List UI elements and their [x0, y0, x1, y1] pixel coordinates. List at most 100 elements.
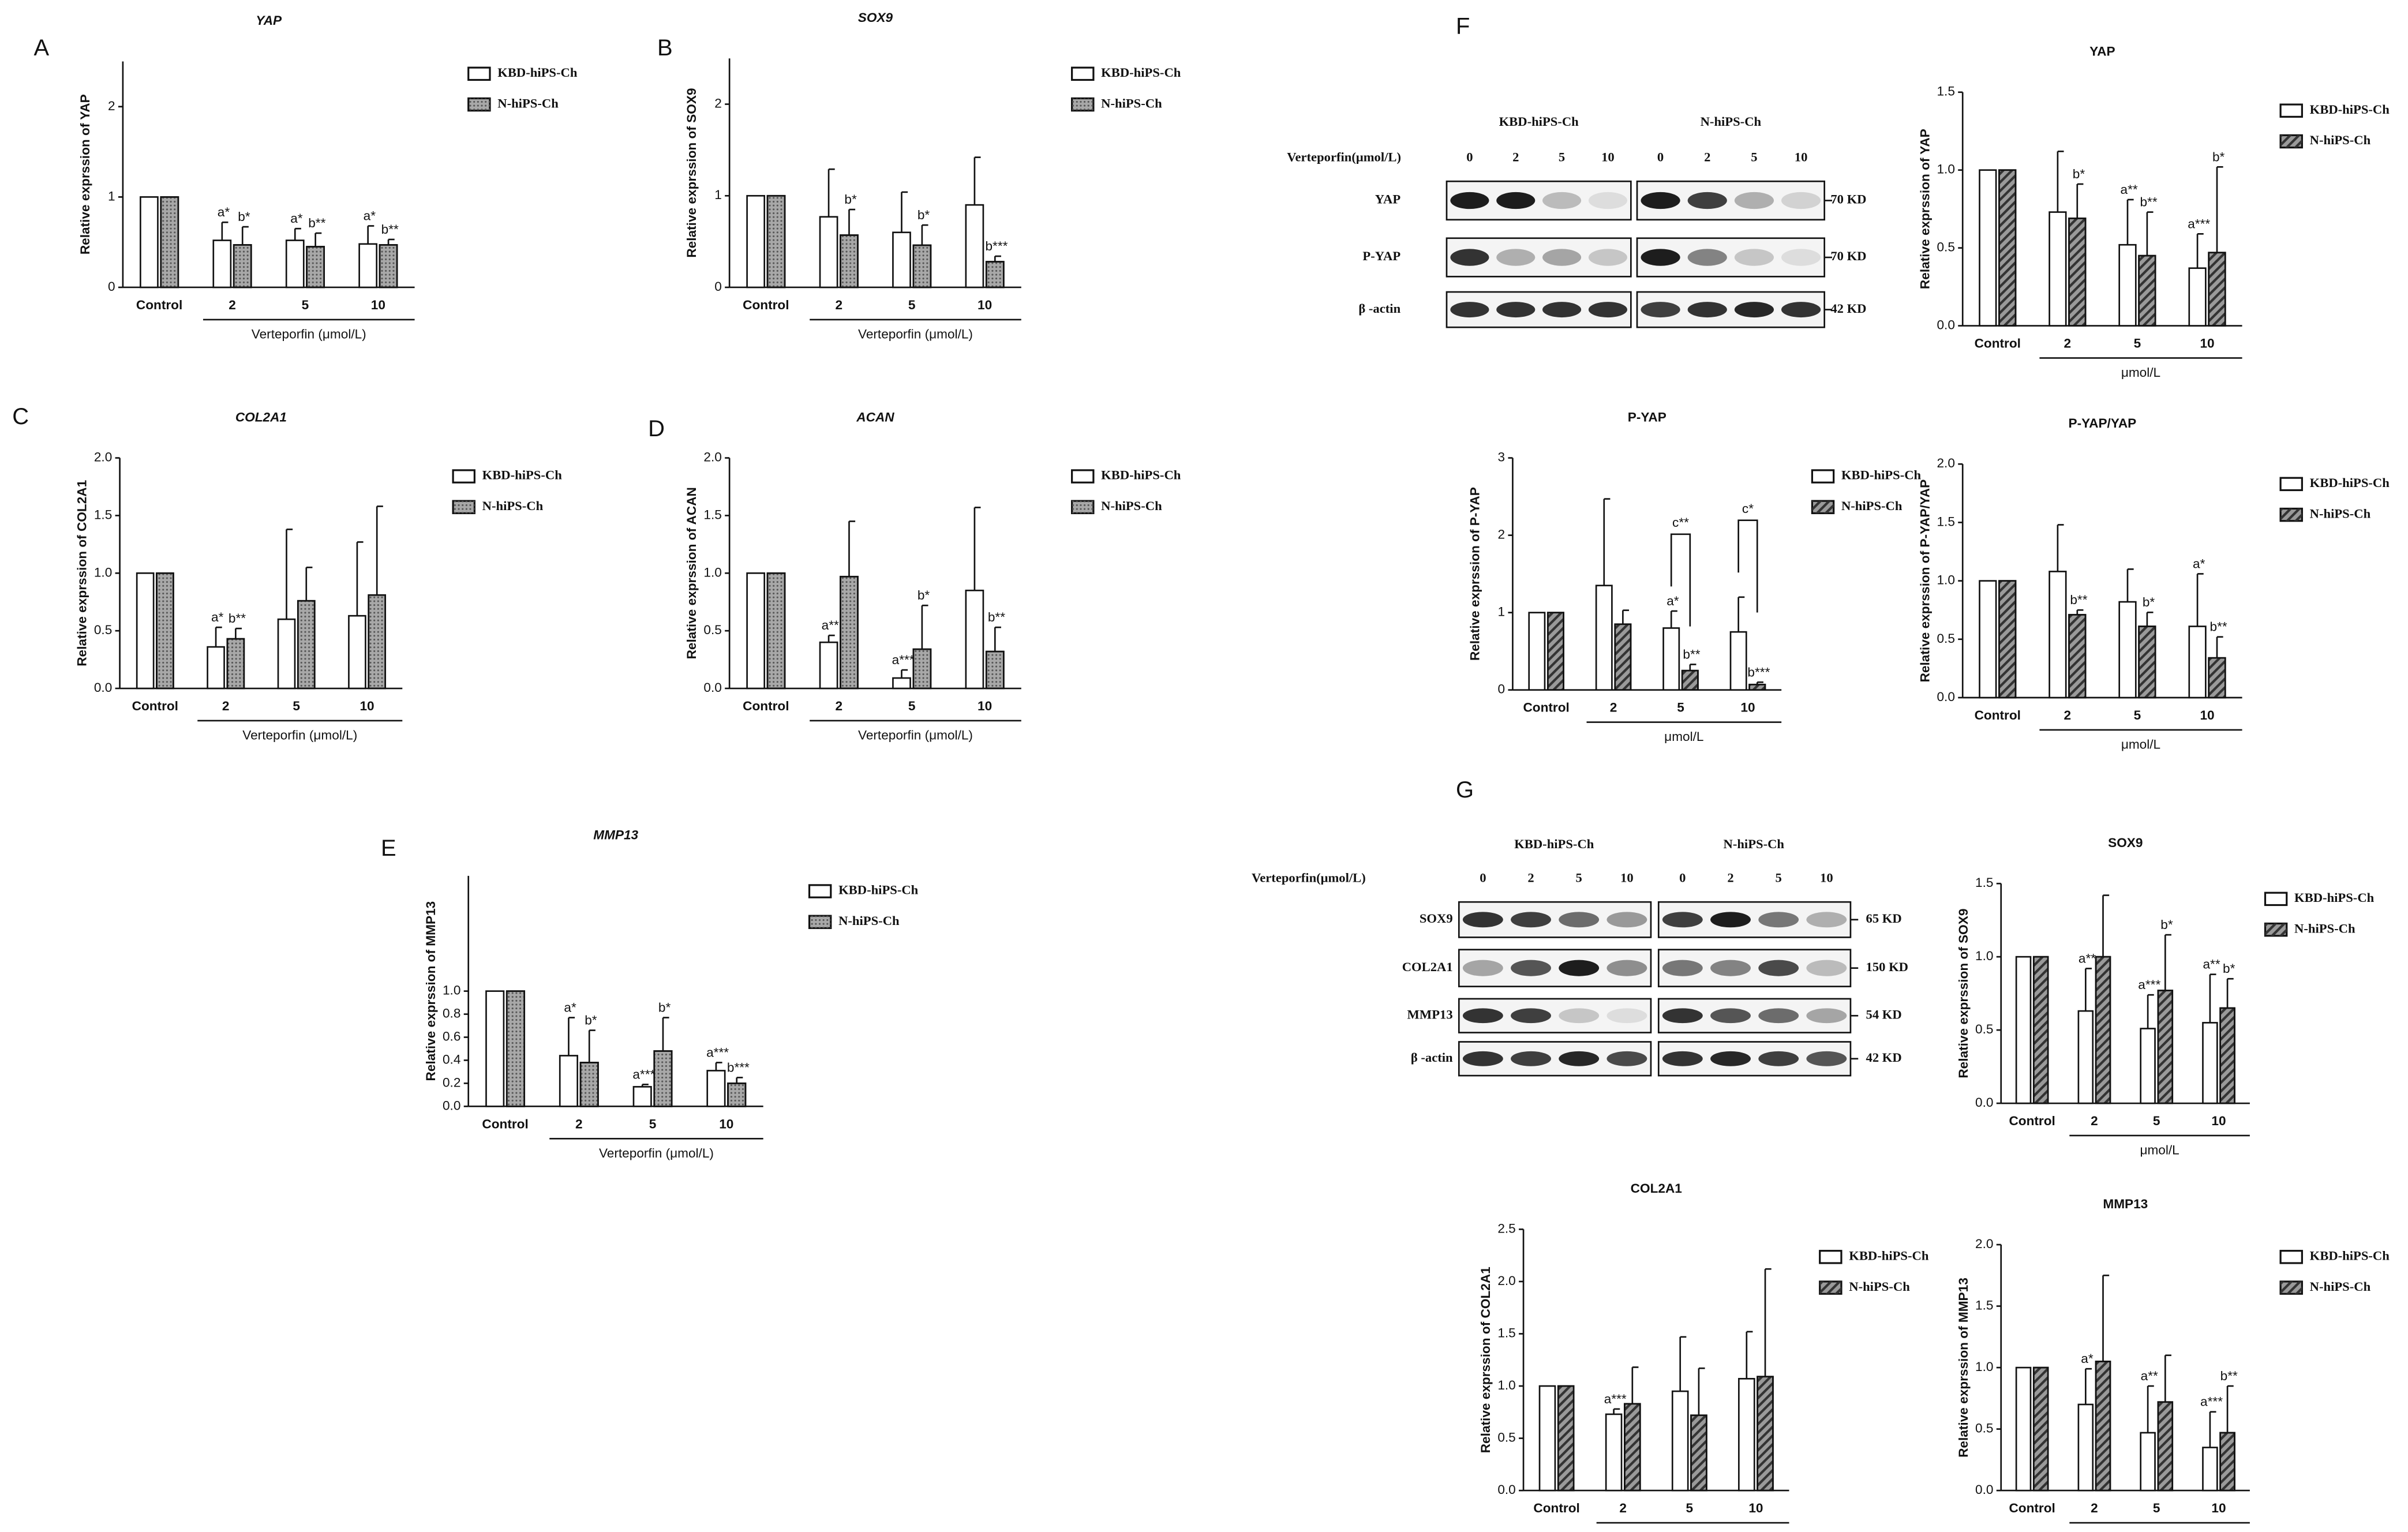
legend-texture: [1072, 98, 1093, 111]
bar: [2015, 1366, 2032, 1492]
lane-label: 2: [1512, 149, 1519, 164]
lane-label: 0: [1679, 870, 1686, 885]
blot-band: [1462, 1051, 1503, 1066]
significance-label: b*: [2073, 167, 2085, 181]
lane-label: 2: [1527, 870, 1534, 885]
legend-texture: [1812, 501, 1834, 514]
y-tick-label: 1.5: [1937, 84, 1954, 99]
blot-band: [1662, 960, 1703, 976]
blot-band: [1710, 912, 1751, 928]
panel-label: E: [381, 836, 396, 861]
bar: [819, 641, 838, 690]
blot-band: [1662, 1008, 1703, 1024]
legend-label: KBD-hiPS-Ch: [1849, 1249, 1929, 1263]
legend-texture: [2265, 923, 2287, 936]
group-label: μmol/L: [1664, 729, 1703, 744]
x-tick-label: 10: [2211, 1501, 2226, 1515]
significance-label: b**: [229, 611, 246, 625]
significance-label: b*: [2212, 149, 2225, 164]
legend-swatch: [452, 469, 475, 484]
blot-band: [1641, 192, 1680, 209]
blot-band: [1511, 960, 1551, 976]
blot-band: [1734, 192, 1774, 209]
blot-frame: [1458, 949, 1652, 987]
bar: [2140, 1432, 2156, 1492]
blot-band: [1710, 1008, 1751, 1024]
significance-label: a**: [822, 618, 839, 632]
bar-texture: [985, 261, 1005, 289]
bar-texture: [2219, 1432, 2235, 1492]
legend-swatch: [1071, 469, 1095, 484]
lane-label: 10: [1820, 870, 1833, 885]
bar: [358, 243, 378, 289]
significance-label: a*: [211, 610, 224, 624]
bar-texture: [2157, 1401, 2174, 1492]
legend-texture: [1072, 501, 1093, 514]
legend-swatch: [1819, 1250, 1842, 1264]
y-axis-label: Relative exprssion of YAP: [78, 94, 92, 254]
blot-size: 70 KD: [1830, 192, 1866, 207]
legend-label: N-hiPS-Ch: [2294, 921, 2355, 935]
y-tick-label: 0.5: [703, 623, 721, 637]
group-label: Verteporfin (μmol/L): [242, 728, 357, 743]
bar-texture: [766, 572, 786, 690]
bar: [706, 1070, 726, 1107]
y-tick-label: 0: [1498, 682, 1506, 696]
bar: [2140, 1028, 2156, 1104]
x-tick-label: 5: [1677, 701, 1684, 715]
significance-label: a***: [632, 1067, 655, 1081]
blot-row-label: MMP13: [1407, 1007, 1453, 1021]
significance-label: b**: [2070, 593, 2087, 607]
y-tick-label: 1.5: [1975, 875, 1993, 890]
panel-label: D: [648, 416, 665, 441]
lane-label: 10: [1601, 149, 1615, 164]
bar-texture: [727, 1082, 747, 1107]
blot-band: [1662, 1051, 1703, 1066]
lane-label: 0: [1657, 149, 1664, 164]
y-tick-label: 0.0: [1937, 690, 1954, 704]
blot-size: 42 KD: [1830, 301, 1866, 316]
legend-texture: [468, 98, 490, 111]
legend-label: N-hiPS-Ch: [1849, 1279, 1910, 1294]
y-tick-label: 1.5: [1975, 1298, 1993, 1313]
legend-label: N-hiPS-Ch: [1101, 499, 1162, 513]
y-tick-label: 0: [108, 279, 115, 294]
blot-band: [1606, 912, 1647, 928]
x-tick-label: Control: [132, 699, 178, 713]
significance-label: b**: [2210, 620, 2227, 634]
legend-texture: [809, 916, 831, 928]
y-tick-label: 2.0: [703, 450, 721, 465]
bar-texture: [1748, 683, 1766, 691]
y-axis-label: Relative exprssion of MMP13: [424, 901, 438, 1081]
blot-group: N-hiPS-Ch: [1724, 837, 1785, 851]
y-tick-label: 1.5: [1937, 514, 1954, 529]
bar: [2077, 1403, 2094, 1492]
legend-label: N-hiPS-Ch: [2310, 133, 2371, 147]
bar-texture: [985, 650, 1005, 690]
bar-texture: [2138, 625, 2156, 699]
y-tick-label: 0.0: [1975, 1482, 1993, 1497]
significance-label: b**: [988, 610, 1005, 624]
chart-title: SOX9: [2108, 836, 2143, 850]
blot-band: [1606, 1008, 1647, 1024]
x-tick-label: 5: [2153, 1501, 2160, 1515]
bar-texture: [1624, 1403, 1641, 1492]
bar-texture: [156, 572, 174, 690]
bar-texture: [653, 1050, 673, 1107]
significance-label: a***: [2188, 216, 2210, 231]
bar: [746, 572, 766, 690]
legend-swatch: [2279, 477, 2303, 492]
group-label: μmol/L: [2140, 1143, 2179, 1158]
chart-title: P-YAP/YAP: [2069, 416, 2137, 430]
bar: [2077, 1010, 2094, 1104]
comparison-bracket: [1670, 533, 1691, 627]
y-tick-label: 0.0: [443, 1098, 460, 1113]
blot-group: N-hiPS-Ch: [1701, 114, 1762, 129]
bar-texture: [2095, 956, 2111, 1104]
y-tick-label: 0.5: [1937, 240, 1954, 254]
y-tick-label: 0.5: [1975, 1022, 1993, 1036]
blot-band: [1462, 960, 1503, 976]
blot-band: [1758, 1008, 1799, 1024]
blot-frame: [1458, 998, 1652, 1033]
y-axis-label: Relative exprssion of SOX9: [684, 88, 699, 258]
